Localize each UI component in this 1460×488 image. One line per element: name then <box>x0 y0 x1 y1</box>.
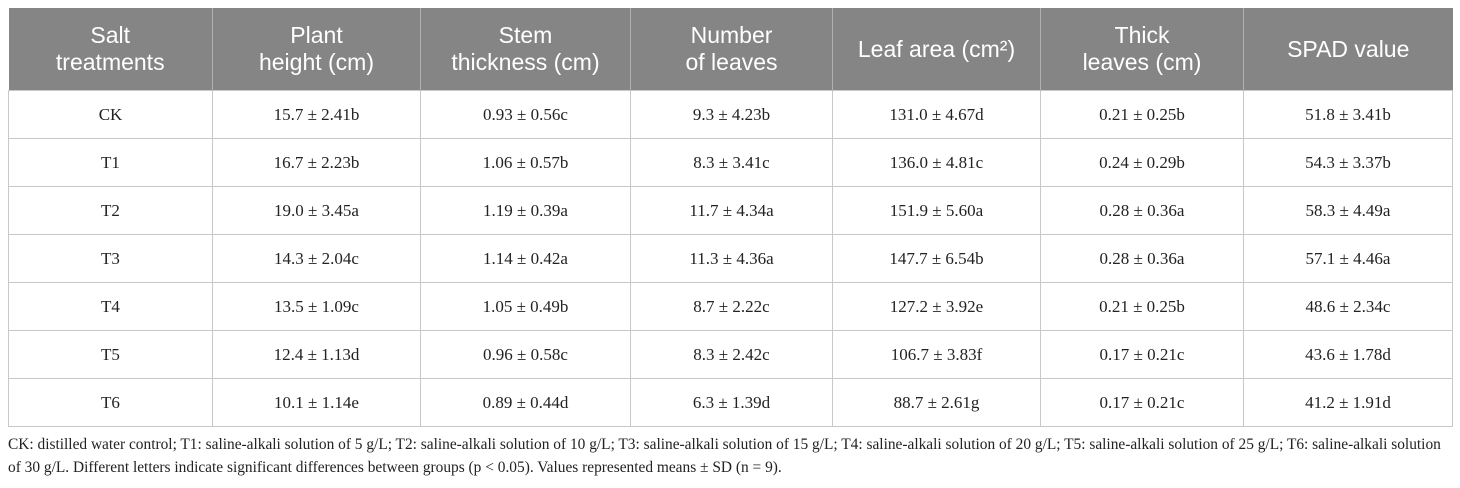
table-cell: 51.8 ± 3.41b <box>1243 90 1453 139</box>
table-row: T3 14.3 ± 2.04c 1.14 ± 0.42a 11.3 ± 4.36a 14… <box>8 234 1453 283</box>
table-body: CK 15.7 ± 2.41b 0.93 ± 0.56c 9.3 ± 4.23b 131… <box>8 90 1453 427</box>
table-cell: 0.28 ± 0.36a <box>1040 234 1244 283</box>
table-cell: 1.06 ± 0.57b <box>420 138 631 187</box>
table-cell: 48.6 ± 2.34c <box>1243 282 1453 331</box>
table-cell: 0.28 ± 0.36a <box>1040 186 1244 235</box>
header-line: thickness (cm) <box>451 49 600 75</box>
header-cell: Thick leaves (cm) <box>1040 8 1244 91</box>
table-cell: T1 <box>8 138 213 187</box>
header-line: Leaf area (cm²) <box>857 35 1016 62</box>
header-line: height (cm) <box>258 49 375 75</box>
header-cell: SPAD value <box>1243 8 1453 91</box>
table-cell: 0.21 ± 0.25b <box>1040 90 1244 139</box>
table-cell: 0.21 ± 0.25b <box>1040 282 1244 331</box>
table-cell: 106.7 ± 3.83f <box>832 330 1041 379</box>
header-line: Plant <box>290 22 343 48</box>
table-cell: 1.14 ± 0.42a <box>420 234 631 283</box>
table-cell: T4 <box>8 282 213 331</box>
header-line: Salt <box>90 22 131 48</box>
header-line: treatments <box>55 49 165 75</box>
table-cell: T6 <box>8 378 213 427</box>
table-cell: 11.7 ± 4.34a <box>630 186 833 235</box>
header-cell: Plant height (cm) <box>212 8 421 91</box>
header-line: of leaves <box>685 49 778 75</box>
table-row: CK 15.7 ± 2.41b 0.93 ± 0.56c 9.3 ± 4.23b 131… <box>8 90 1453 139</box>
table-note: CK: distilled water control; T1: saline-… <box>8 436 1441 476</box>
table-cell: 1.05 ± 0.49b <box>420 282 631 331</box>
table-row: T5 12.4 ± 1.13d 0.96 ± 0.58c 8.3 ± 2.42c 106… <box>8 330 1453 379</box>
table-cell: CK <box>8 90 213 139</box>
table-cell: 57.1 ± 4.46a <box>1243 234 1453 283</box>
table-cell: 88.7 ± 2.61g <box>832 378 1041 427</box>
header-row: Salt treatments Plant height (cm) Stem thickn… <box>8 8 1453 91</box>
header-line: SPAD value <box>1287 35 1410 62</box>
header-cell: Leaf area (cm²) <box>832 8 1041 91</box>
table-cell: T5 <box>8 330 213 379</box>
table-cell: 16.7 ± 2.23b <box>212 138 421 187</box>
table-cell: 8.7 ± 2.22c <box>630 282 833 331</box>
table-row: T6 10.1 ± 1.14e 0.89 ± 0.44d 6.3 ± 1.39d 88.… <box>8 378 1453 427</box>
table-figure: Salt treatments Plant height (cm) Stem thickn… <box>8 8 1453 479</box>
table-cell: 43.6 ± 1.78d <box>1243 330 1453 379</box>
table-row: T2 19.0 ± 3.45a 1.19 ± 0.39a 11.7 ± 4.34a 15… <box>8 186 1453 235</box>
header-line: Stem <box>498 22 553 48</box>
table-row: T4 13.5 ± 1.09c 1.05 ± 0.49b 8.7 ± 2.22c 127… <box>8 282 1453 331</box>
header-line: Thick <box>1114 22 1170 48</box>
table-cell: 12.4 ± 1.13d <box>212 330 421 379</box>
table-cell: 6.3 ± 1.39d <box>630 378 833 427</box>
table-cell: T3 <box>8 234 213 283</box>
table-cell: 41.2 ± 1.91d <box>1243 378 1453 427</box>
header-cell: Salt treatments <box>8 8 213 91</box>
header-cell: Stem thickness (cm) <box>420 8 631 91</box>
table-cell: 0.96 ± 0.58c <box>420 330 631 379</box>
table-cell: 0.93 ± 0.56c <box>420 90 631 139</box>
table-cell: 9.3 ± 4.23b <box>630 90 833 139</box>
table-cell: 15.7 ± 2.41b <box>212 90 421 139</box>
table-cell: 54.3 ± 3.37b <box>1243 138 1453 187</box>
table-cell: 8.3 ± 2.42c <box>630 330 833 379</box>
table-cell: 147.7 ± 6.54b <box>832 234 1041 283</box>
table-cell: 19.0 ± 3.45a <box>212 186 421 235</box>
table-cell: 0.17 ± 0.21c <box>1040 378 1244 427</box>
header-cell: Number of leaves <box>630 8 833 91</box>
table-cell: 14.3 ± 2.04c <box>212 234 421 283</box>
table-cell: 58.3 ± 4.49a <box>1243 186 1453 235</box>
table-cell: 10.1 ± 1.14e <box>212 378 421 427</box>
table-cell: 13.5 ± 1.09c <box>212 282 421 331</box>
table-cell: 151.9 ± 5.60a <box>832 186 1041 235</box>
table-cell: T2 <box>8 186 213 235</box>
table-cell: 0.89 ± 0.44d <box>420 378 631 427</box>
table-cell: 127.2 ± 3.92e <box>832 282 1041 331</box>
table-row: T1 16.7 ± 2.23b 1.06 ± 0.57b 8.3 ± 3.41c 136… <box>8 138 1453 187</box>
table-cell: 11.3 ± 4.36a <box>630 234 833 283</box>
header-line: leaves (cm) <box>1082 49 1202 75</box>
table-cell: 8.3 ± 3.41c <box>630 138 833 187</box>
table-cell: 136.0 ± 4.81c <box>832 138 1041 187</box>
data-table: Salt treatments Plant height (cm) Stem thickn… <box>8 8 1453 427</box>
table-cell: 1.19 ± 0.39a <box>420 186 631 235</box>
table-cell: 0.17 ± 0.21c <box>1040 330 1244 379</box>
header-line: Number <box>690 22 773 48</box>
table-cell: 131.0 ± 4.67d <box>832 90 1041 139</box>
table-cell: 0.24 ± 0.29b <box>1040 138 1244 187</box>
